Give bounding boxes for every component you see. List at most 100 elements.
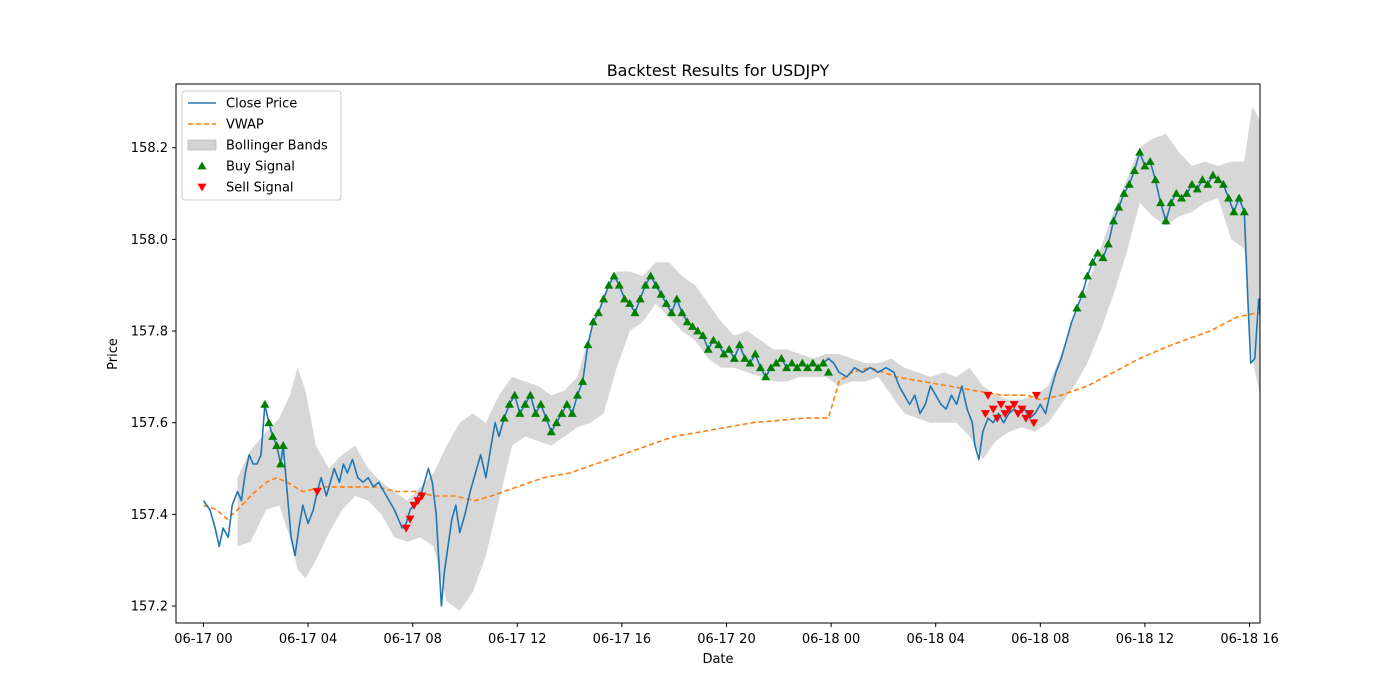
buy-signal-marker bbox=[823, 367, 833, 376]
buy-signal-marker bbox=[525, 390, 535, 399]
y-tick-label: 157.8 bbox=[131, 325, 168, 340]
buy-signal-marker bbox=[1082, 271, 1092, 280]
buy-signal-marker bbox=[583, 340, 593, 349]
buy-signal-marker bbox=[656, 289, 666, 298]
legend-key-bollinger bbox=[187, 139, 217, 151]
sell-signal-marker bbox=[1017, 405, 1027, 414]
buy-signal-marker bbox=[536, 399, 546, 408]
x-axis-label: Date bbox=[702, 652, 733, 667]
legend: Close Price VWAP Bollinger Bands Buy Signal… bbox=[181, 90, 342, 201]
buy-signal-marker bbox=[1129, 166, 1139, 174]
buy-signal-marker bbox=[268, 431, 278, 440]
sell-signal-marker bbox=[409, 501, 419, 510]
sell-signal-marker bbox=[413, 497, 423, 506]
sell-signal-marker bbox=[980, 410, 990, 419]
buy-signal-marker bbox=[818, 358, 828, 367]
buy-signal-marker bbox=[755, 363, 765, 372]
buy-signal-marker bbox=[1203, 179, 1213, 188]
buy-signal-marker bbox=[688, 321, 698, 330]
legend-box bbox=[181, 90, 342, 201]
sell-signal-marker bbox=[992, 414, 1002, 423]
buy-signal-marker bbox=[499, 413, 509, 422]
buy-signal-marker bbox=[541, 413, 551, 422]
buy-signal-marker bbox=[1098, 253, 1108, 262]
buy-signal-marker bbox=[1213, 175, 1223, 184]
sell-signal-marker bbox=[1031, 391, 1041, 400]
buy-signal-marker bbox=[1208, 170, 1218, 179]
sell-signal-marker bbox=[417, 492, 427, 501]
plot-area bbox=[202, 106, 1260, 611]
legend-key-buy bbox=[197, 161, 207, 170]
buy-signal-marker bbox=[672, 294, 682, 303]
buy-signal-marker bbox=[1114, 202, 1124, 211]
buy-signal-marker bbox=[1177, 193, 1187, 202]
buy-signal-marker bbox=[593, 308, 603, 317]
buy-signal-marker bbox=[761, 372, 771, 381]
buy-signal-marker bbox=[1140, 161, 1150, 170]
sell-signal-marker bbox=[1025, 410, 1035, 419]
x-tick-label: 06-18 00 bbox=[802, 632, 860, 647]
x-tick-label: 06-17 12 bbox=[488, 632, 546, 647]
buy-signal-marker bbox=[272, 441, 282, 449]
buy-signal-marker bbox=[278, 441, 288, 449]
y-tick-label: 158.2 bbox=[131, 141, 168, 156]
bollinger-band bbox=[237, 106, 1260, 611]
buy-signal-marker bbox=[640, 280, 650, 289]
buy-signal-marker bbox=[1192, 184, 1202, 193]
legend-label: Bollinger Bands bbox=[226, 139, 328, 154]
buy-signal-marker bbox=[808, 358, 818, 367]
legend-label: Buy Signal bbox=[226, 160, 295, 175]
buy-signal-marker bbox=[782, 363, 792, 372]
buy-signal-marker bbox=[1119, 189, 1129, 197]
buy-signal-marker bbox=[735, 340, 745, 349]
buy-signal-marker bbox=[698, 331, 708, 339]
buy-signal-marker bbox=[567, 409, 577, 417]
x-tick-label: 06-17 04 bbox=[279, 632, 337, 647]
buy-signal-marker bbox=[1234, 193, 1244, 202]
buy-signal-marker bbox=[813, 363, 823, 372]
buy-signal-marker bbox=[1145, 156, 1155, 165]
sell-signal-marker bbox=[312, 488, 322, 496]
sell-signal-marker bbox=[1004, 405, 1014, 414]
buy-signal-marker bbox=[797, 358, 807, 367]
buy-signal-marker bbox=[635, 294, 645, 303]
buy-signal-marker bbox=[724, 344, 734, 353]
buy-signal-marker bbox=[552, 418, 562, 427]
buy-signal-marker bbox=[1109, 216, 1119, 225]
buy-signal-marker bbox=[792, 363, 802, 372]
x-tick-label: 06-18 08 bbox=[1011, 632, 1069, 647]
buy-signal-marker bbox=[630, 308, 640, 317]
buy-signal-marker bbox=[646, 271, 656, 280]
buy-signal-marker bbox=[1239, 207, 1249, 216]
x-axis: 06-17 00 06-17 04 06-17 08 06-17 12 06-17 16… bbox=[174, 623, 1279, 647]
sell-signal-marker bbox=[983, 391, 993, 400]
buy-signal-marker bbox=[745, 358, 755, 367]
x-tick-label: 06-17 16 bbox=[593, 632, 651, 647]
buy-signal-marker bbox=[562, 399, 572, 408]
buy-signal-marker bbox=[1229, 207, 1239, 216]
buy-signal-marker bbox=[1072, 303, 1082, 312]
chart-title: Backtest Results for USDJPY bbox=[607, 61, 830, 80]
buy-signal-marker bbox=[504, 399, 514, 408]
buy-signal-marker bbox=[719, 349, 729, 358]
y-tick-label: 157.6 bbox=[131, 416, 168, 431]
buy-signal-marker bbox=[787, 358, 797, 367]
buy-signal-marker bbox=[599, 294, 609, 303]
sell-signal-marker bbox=[1013, 410, 1023, 419]
buy-signal-marker bbox=[682, 317, 692, 326]
y-axis-label: Price bbox=[106, 338, 121, 370]
buy-signal-marker bbox=[1103, 239, 1113, 248]
buy-signal-marker bbox=[1093, 248, 1103, 257]
buy-signal-marker bbox=[661, 299, 671, 307]
legend-key-sell bbox=[197, 183, 207, 192]
buy-signal-marker bbox=[546, 427, 556, 436]
buy-signal-marker bbox=[1166, 198, 1176, 207]
buy-signal-marker bbox=[614, 280, 624, 289]
buy-signal-marker bbox=[604, 280, 614, 289]
buy-signal-marker bbox=[625, 299, 635, 307]
buy-signal-marker bbox=[667, 308, 677, 317]
buy-signal-marker bbox=[651, 280, 661, 289]
sell-signal-marker bbox=[996, 401, 1006, 409]
buy-signal-marker bbox=[520, 399, 530, 408]
